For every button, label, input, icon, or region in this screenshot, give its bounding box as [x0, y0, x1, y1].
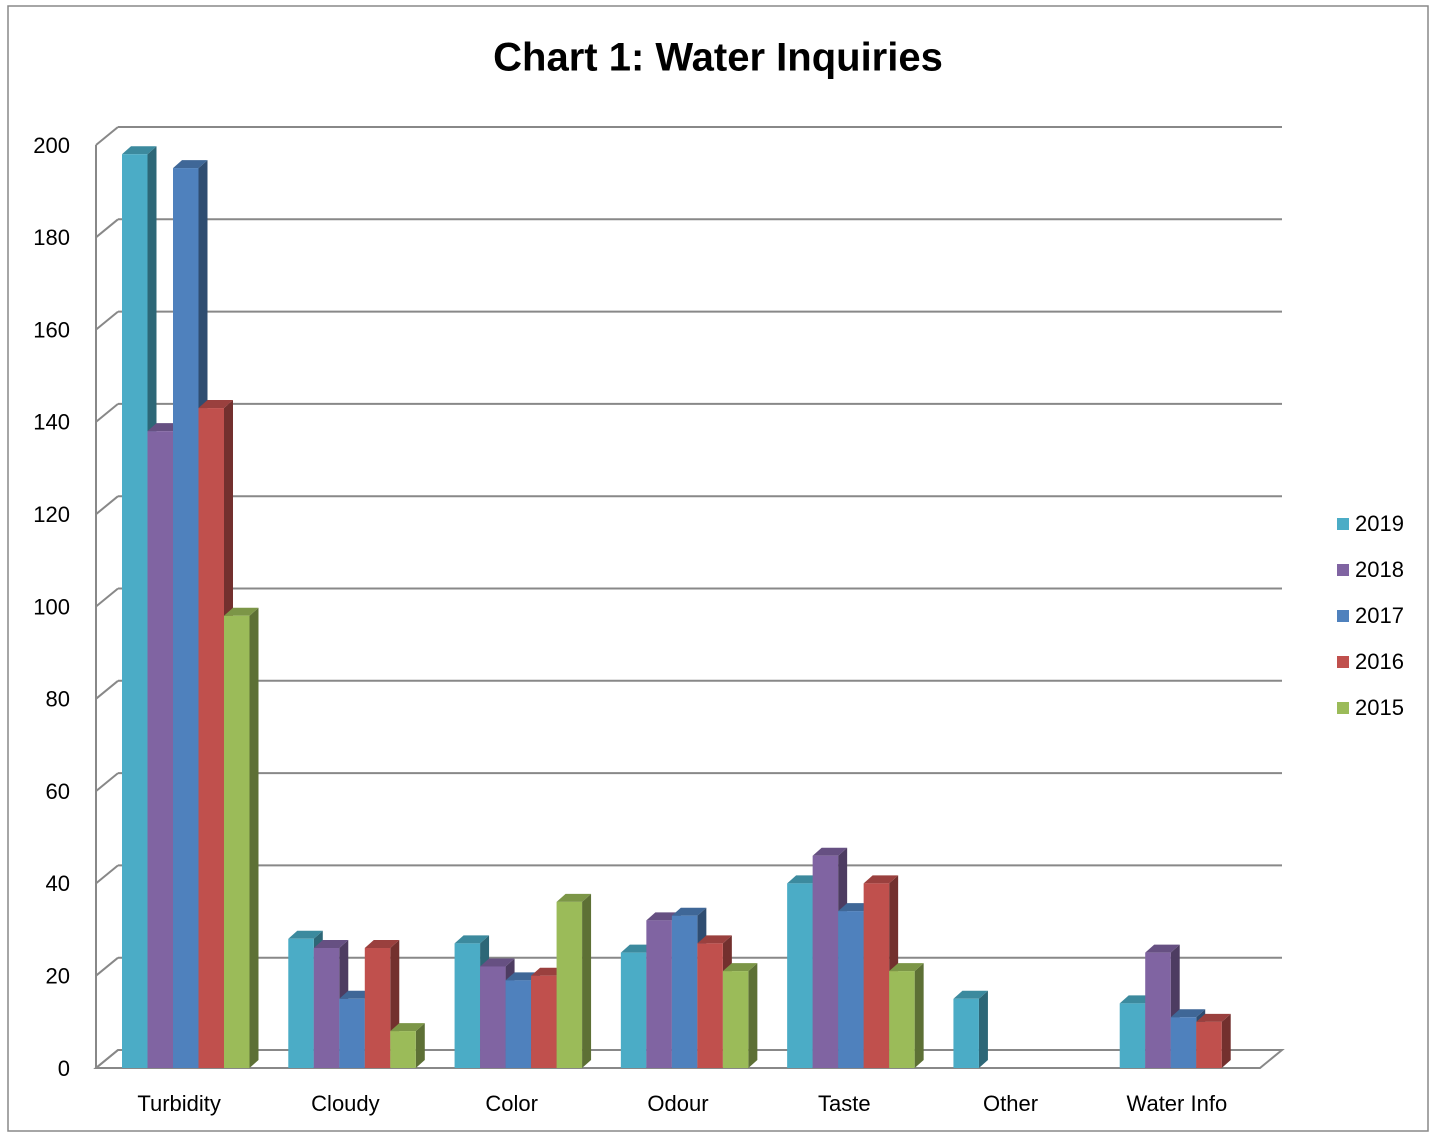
- bar: [838, 911, 864, 1068]
- bar: [697, 943, 723, 1068]
- bar-top: [697, 935, 732, 944]
- bar: [224, 615, 250, 1068]
- bar: [122, 154, 148, 1069]
- y-tick-label: 120: [33, 502, 70, 527]
- bar: [390, 1031, 416, 1068]
- legend-label: 2017: [1355, 603, 1404, 628]
- bar-side: [1221, 1013, 1231, 1068]
- bar: [812, 855, 839, 1068]
- bar: [313, 948, 340, 1068]
- bar-top: [722, 963, 758, 972]
- bar-top: [556, 893, 592, 902]
- grid-line-side: [95, 218, 119, 239]
- bar: [722, 971, 749, 1068]
- bar: [1145, 952, 1171, 1068]
- grid-line-side: [95, 310, 119, 331]
- x-tick-label: Cloudy: [311, 1091, 379, 1116]
- grid-line-side: [95, 126, 119, 146]
- y-tick-label: 100: [33, 594, 70, 619]
- bar: [173, 168, 199, 1068]
- bar: [288, 938, 314, 1068]
- bar-top: [198, 400, 233, 409]
- x-tick-label: Water Info: [1127, 1091, 1228, 1116]
- bar-top: [812, 847, 848, 856]
- x-tick-label: Color: [485, 1091, 538, 1116]
- bar-side: [978, 990, 988, 1068]
- grid-line-side: [95, 680, 119, 700]
- bar-side: [914, 963, 924, 1068]
- legend-swatch: [1337, 656, 1349, 668]
- bar-side: [582, 893, 592, 1068]
- bar-top: [288, 930, 323, 939]
- chart-title: Chart 1: Water Inquiries: [493, 36, 943, 80]
- bar: [787, 883, 813, 1068]
- bar-top: [953, 990, 988, 999]
- y-tick-label: 60: [46, 779, 70, 804]
- bar: [1196, 1021, 1222, 1068]
- x-tick-label: Odour: [647, 1091, 708, 1116]
- grid-line-side: [95, 403, 119, 423]
- legend-label: 2018: [1355, 557, 1404, 582]
- bar-side: [748, 963, 758, 1068]
- legend-swatch: [1337, 702, 1349, 714]
- bar: [1119, 1003, 1146, 1068]
- grid-line-side: [95, 495, 119, 515]
- bar-top: [122, 146, 157, 155]
- bar-top: [863, 875, 899, 884]
- bar-top: [173, 160, 208, 169]
- legend-swatch: [1337, 518, 1349, 530]
- y-tick-label: 160: [33, 317, 70, 342]
- x-tick-label: Turbidity: [137, 1091, 221, 1116]
- legend-label: 2016: [1355, 649, 1404, 674]
- grid-line-side: [95, 1049, 119, 1069]
- bar: [671, 915, 698, 1068]
- bar: [505, 980, 532, 1068]
- legend-label: 2015: [1355, 695, 1404, 720]
- bar: [556, 901, 583, 1068]
- bar-top: [1196, 1013, 1231, 1022]
- bar-top: [1170, 1009, 1206, 1018]
- y-tick-label: 140: [33, 410, 70, 435]
- bar: [889, 971, 915, 1068]
- bar-top: [364, 940, 400, 949]
- legend-swatch: [1337, 610, 1349, 622]
- bar-top: [480, 958, 515, 967]
- bar: [364, 948, 391, 1068]
- bar: [646, 920, 672, 1068]
- bar: [454, 943, 481, 1068]
- y-tick-label: 40: [46, 871, 70, 896]
- grid-line-side: [95, 956, 119, 977]
- bar: [198, 408, 224, 1068]
- bar-top: [313, 940, 349, 949]
- grid-line-side: [95, 864, 119, 885]
- bar-top: [1145, 944, 1180, 953]
- legend-swatch: [1337, 564, 1349, 576]
- bar-top: [454, 935, 490, 944]
- bar-side: [249, 607, 259, 1068]
- x-tick-label: Taste: [818, 1091, 871, 1116]
- y-tick-label: 180: [33, 225, 70, 250]
- bar-top: [224, 607, 259, 616]
- bar: [480, 966, 506, 1068]
- bar: [531, 975, 557, 1068]
- bar: [147, 431, 173, 1068]
- bar: [953, 998, 979, 1068]
- bar-side: [415, 1023, 425, 1068]
- y-tick-label: 20: [46, 964, 70, 989]
- y-tick-label: 200: [33, 133, 70, 158]
- legend-label: 2019: [1355, 511, 1404, 536]
- bar: [1170, 1017, 1197, 1068]
- y-tick-label: 80: [46, 687, 70, 712]
- grid-line-side: [95, 587, 119, 608]
- x-tick-label: Other: [983, 1091, 1038, 1116]
- bar-top: [671, 907, 707, 916]
- bar: [620, 952, 647, 1068]
- grid-line-side: [95, 772, 119, 792]
- bar-top: [889, 963, 924, 972]
- bar-top: [390, 1023, 425, 1032]
- y-tick-label: 0: [58, 1056, 70, 1081]
- bar: [339, 998, 365, 1068]
- bar: [863, 883, 890, 1068]
